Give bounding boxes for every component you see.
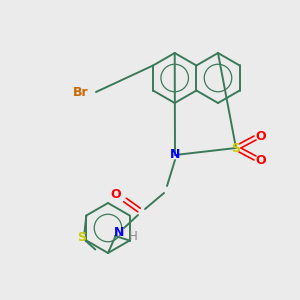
Text: N: N (114, 226, 124, 238)
Text: Br: Br (74, 85, 89, 98)
Text: S: S (77, 231, 86, 244)
Text: S: S (232, 142, 241, 154)
Text: O: O (256, 130, 266, 142)
Text: O: O (111, 188, 121, 202)
Text: H: H (129, 230, 137, 244)
Text: N: N (170, 148, 180, 161)
Text: O: O (256, 154, 266, 166)
